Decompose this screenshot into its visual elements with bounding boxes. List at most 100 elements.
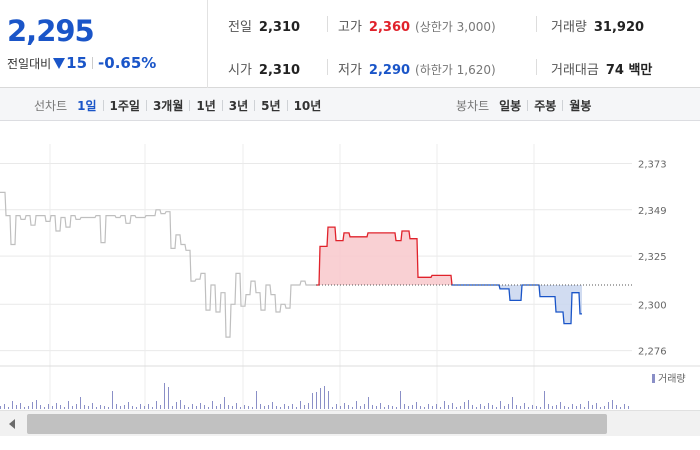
divider: [527, 100, 529, 111]
volume-bar: [440, 407, 441, 409]
volume-bar: [60, 405, 61, 409]
volume-bar: [44, 407, 45, 409]
series-line-down: [452, 284, 582, 325]
period-1w[interactable]: 1주일: [109, 99, 140, 113]
volume-bar: [128, 402, 129, 409]
volume-bar: [384, 407, 385, 409]
price-chart: 2,373 2,349 2,325 2,300 2,276 거래량: [0, 144, 700, 409]
volume-bar: [576, 406, 577, 409]
stat-volume: 거래량 31,920: [551, 16, 644, 35]
volume-bar: [388, 405, 389, 409]
scroll-left-icon[interactable]: [0, 411, 24, 437]
volume-bar: [536, 406, 537, 409]
series-area-down: [452, 285, 582, 324]
volume-bar: [84, 405, 85, 409]
volume-bar: [240, 407, 241, 409]
volume-bar: [96, 407, 97, 409]
volume-bar: [564, 406, 565, 409]
y-tick-label: 2,325: [638, 252, 667, 263]
volume-bar: [344, 403, 345, 409]
volume-bar: [452, 403, 453, 409]
volume-bar: [528, 407, 529, 409]
bottom-strip: [0, 436, 700, 450]
volume-bar: [504, 406, 505, 409]
period-1y[interactable]: 1년: [196, 99, 216, 113]
volume-bar: [144, 406, 145, 409]
period-3y[interactable]: 3년: [228, 99, 249, 113]
series-area-up: [316, 227, 452, 285]
volume-bar: [568, 407, 569, 409]
volume-bar: [328, 391, 329, 409]
volume-bar: [332, 407, 333, 409]
volume-bar: [252, 407, 253, 409]
chart-scrollbar[interactable]: [0, 410, 700, 436]
volume-bar: [592, 405, 593, 409]
volume-bar: [152, 407, 153, 409]
volume-bar: [408, 406, 409, 409]
volume-bar: [188, 407, 189, 409]
volume-bar: [68, 401, 69, 409]
volume-bar: [24, 407, 25, 409]
volume-bar: [8, 407, 9, 409]
candle-period-group: 봉차트 일봉 주봉 월봉: [456, 97, 591, 114]
volume-bar: [520, 406, 521, 409]
candle-weekly[interactable]: 주봉: [534, 99, 557, 113]
volume-bar: [300, 401, 301, 409]
stat-value: 31,920: [593, 20, 645, 35]
volume-legend-label: 거래량: [658, 373, 686, 385]
y-tick-label: 2,300: [638, 300, 667, 311]
volume-bar: [516, 405, 517, 409]
volume-bar: [292, 404, 293, 409]
stat-low: 저가 2,290 (하한가 1,620): [338, 59, 496, 78]
volume-bar: [104, 406, 105, 409]
volume-bar: [368, 397, 369, 409]
period-1d[interactable]: 1일: [77, 99, 97, 113]
period-10y[interactable]: 10년: [293, 99, 322, 113]
scroll-thumb[interactable]: [27, 414, 607, 434]
line-period-group: 선차트 1일 1주일 3개월 1년 3년 5년 10년: [34, 97, 321, 114]
stat-value: 2,310: [258, 20, 301, 35]
volume-bar: [348, 405, 349, 409]
volume-bar: [552, 406, 553, 409]
volume-bar: [12, 401, 13, 409]
volume-bar: [168, 387, 169, 409]
stat-label: 전일: [228, 20, 252, 35]
volume-bar: [204, 405, 205, 409]
volume-bar: [588, 401, 589, 409]
stat-value: 74 백만: [605, 63, 653, 78]
period-3m[interactable]: 3개월: [152, 99, 184, 113]
volume-bar: [428, 404, 429, 409]
change-row: 전일대비 15 -0.65%: [7, 54, 156, 72]
volume-bar: [356, 401, 357, 409]
volume-bar: [472, 405, 473, 409]
volume-bar: [308, 403, 309, 409]
volume-bar: [224, 397, 225, 409]
volume-bar: [108, 407, 109, 409]
volume-bar: [132, 406, 133, 409]
volume-bar: [436, 404, 437, 409]
volume-bar: [604, 406, 605, 409]
volume-bar: [548, 404, 549, 409]
stat-label: 거래대금: [551, 63, 599, 78]
candle-daily[interactable]: 일봉: [499, 99, 522, 113]
divider: [221, 100, 223, 111]
volume-bar: [156, 401, 157, 409]
stat-open: 시가 2,310: [228, 59, 300, 78]
candle-chart-label: 봉차트: [456, 99, 490, 113]
volume-bar: [444, 401, 445, 409]
volume-bar: [136, 407, 137, 409]
period-5y[interactable]: 5년: [261, 99, 281, 113]
lower-limit: (하한가 1,620): [415, 63, 496, 77]
volume-bar: [196, 406, 197, 409]
series-line-premarket: [0, 191, 316, 338]
candle-monthly[interactable]: 월봉: [569, 99, 592, 113]
volume-bar: [48, 404, 49, 409]
volume-bar: [112, 391, 113, 409]
divider: [536, 59, 537, 75]
volume-bar: [412, 405, 413, 409]
volume-bar: [492, 405, 493, 409]
volume-bar: [468, 400, 469, 409]
volume-bar: [164, 383, 165, 409]
volume-bar: [364, 404, 365, 409]
volume-bars: [0, 383, 629, 409]
